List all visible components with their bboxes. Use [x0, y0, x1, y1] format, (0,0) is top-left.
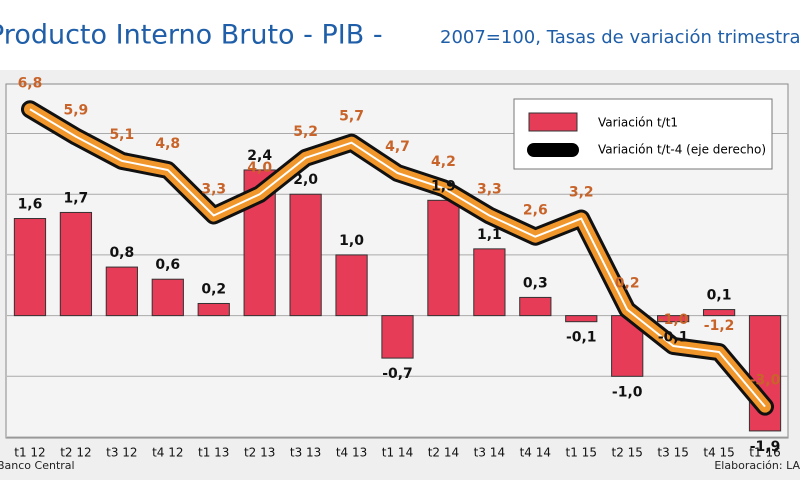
bar-value-label: 1,0	[339, 233, 364, 249]
x-tick-label: t3 12	[106, 446, 137, 460]
bar	[335, 254, 368, 317]
bar-value-label: 0,3	[523, 275, 548, 291]
x-tick-label: t3 15	[657, 446, 688, 460]
line-value-label: 3,2	[569, 185, 594, 201]
x-tick-label: t1 15	[566, 446, 597, 460]
bar	[473, 248, 506, 317]
x-tick-label: t2 13	[244, 446, 275, 460]
x-tick-label: t1 12	[14, 446, 45, 460]
bar-value-label: -1,9	[750, 439, 781, 455]
credit: Elaboración: LA	[714, 459, 800, 472]
line-highlight	[29, 108, 766, 408]
legend-box	[513, 98, 773, 170]
x-tick-label: t1 16	[749, 446, 780, 460]
line-value-label: 0,2	[615, 276, 640, 292]
bar	[105, 266, 138, 317]
bar-value-label: 2,0	[293, 172, 318, 188]
line-value-label: 6,8	[18, 75, 43, 91]
x-tick-label: t4 14	[520, 446, 551, 460]
line-value-label: 4,0	[247, 160, 272, 176]
x-tick-label: t4 12	[152, 446, 183, 460]
legend-swatch	[528, 112, 578, 132]
line-value-label: 4,2	[431, 154, 456, 170]
chart-subtitle: 2007=100, Tasas de variación trimestral	[440, 27, 800, 48]
x-tick-label: t2 12	[60, 446, 91, 460]
legend-label: Variación t/t-4 (eje derecho)	[598, 143, 766, 157]
line-value-label: 5,1	[109, 127, 134, 143]
x-tick-label: t4 15	[703, 446, 734, 460]
bar-value-label: 0,6	[155, 257, 180, 273]
line-value-label: 5,2	[293, 124, 318, 140]
bar	[151, 278, 184, 317]
bar-value-label: 0,1	[707, 288, 732, 304]
bar	[289, 193, 322, 317]
x-tick-label: t2 14	[428, 446, 459, 460]
x-tick-label: t3 14	[474, 446, 505, 460]
x-tick-label: t3 13	[290, 446, 321, 460]
bar-value-label: -0,1	[566, 330, 597, 346]
bar-value-label: 1,1	[477, 227, 502, 243]
line-value-label: 3,3	[201, 181, 226, 197]
bar	[565, 315, 598, 323]
line-value-label: -3,0	[750, 373, 781, 389]
bar-value-label: -1,0	[612, 384, 643, 400]
bar	[427, 199, 460, 317]
x-tick-label: t4 13	[336, 446, 367, 460]
bar	[381, 315, 414, 359]
line-value-label: 4,7	[385, 139, 410, 155]
x-tick-label: t1 14	[382, 446, 413, 460]
chart-title: Producto Interno Bruto - PIB -	[0, 20, 383, 51]
source: Banco Central	[0, 459, 75, 472]
bar-value-label: -0,7	[382, 366, 413, 382]
bar	[702, 309, 736, 317]
line-value-label: 3,3	[477, 181, 502, 197]
line-value-label: 4,8	[155, 136, 180, 152]
line-value-label: -1,2	[704, 318, 735, 334]
legend-label: Variación t/t1	[598, 116, 678, 130]
line-value-label: 5,9	[64, 103, 89, 119]
bar-value-label: 2,4	[247, 148, 272, 164]
bar	[657, 315, 690, 323]
bar-value-label: 0,2	[201, 281, 226, 297]
bar-value-label: 0,8	[109, 245, 134, 261]
title-band	[0, 0, 800, 70]
bar-value-label: 1,7	[64, 190, 89, 206]
line-value-label: -1,0	[658, 312, 689, 328]
bar	[13, 218, 47, 317]
bar-value-label: 1,6	[18, 197, 43, 213]
bar-value-label: 1,9	[431, 178, 456, 194]
legend: Variación t/t1 Variación t/t-4 (eje dere…	[513, 98, 773, 170]
x-tick-label: t1 13	[198, 446, 229, 460]
x-tick-label: t2 15	[611, 446, 642, 460]
line-value-label: 5,7	[339, 109, 364, 125]
bar-value-label: -0,1	[658, 330, 689, 346]
bar	[197, 302, 230, 317]
line-value-label: 2,6	[523, 203, 548, 219]
bar	[59, 211, 93, 317]
bar	[519, 296, 552, 317]
